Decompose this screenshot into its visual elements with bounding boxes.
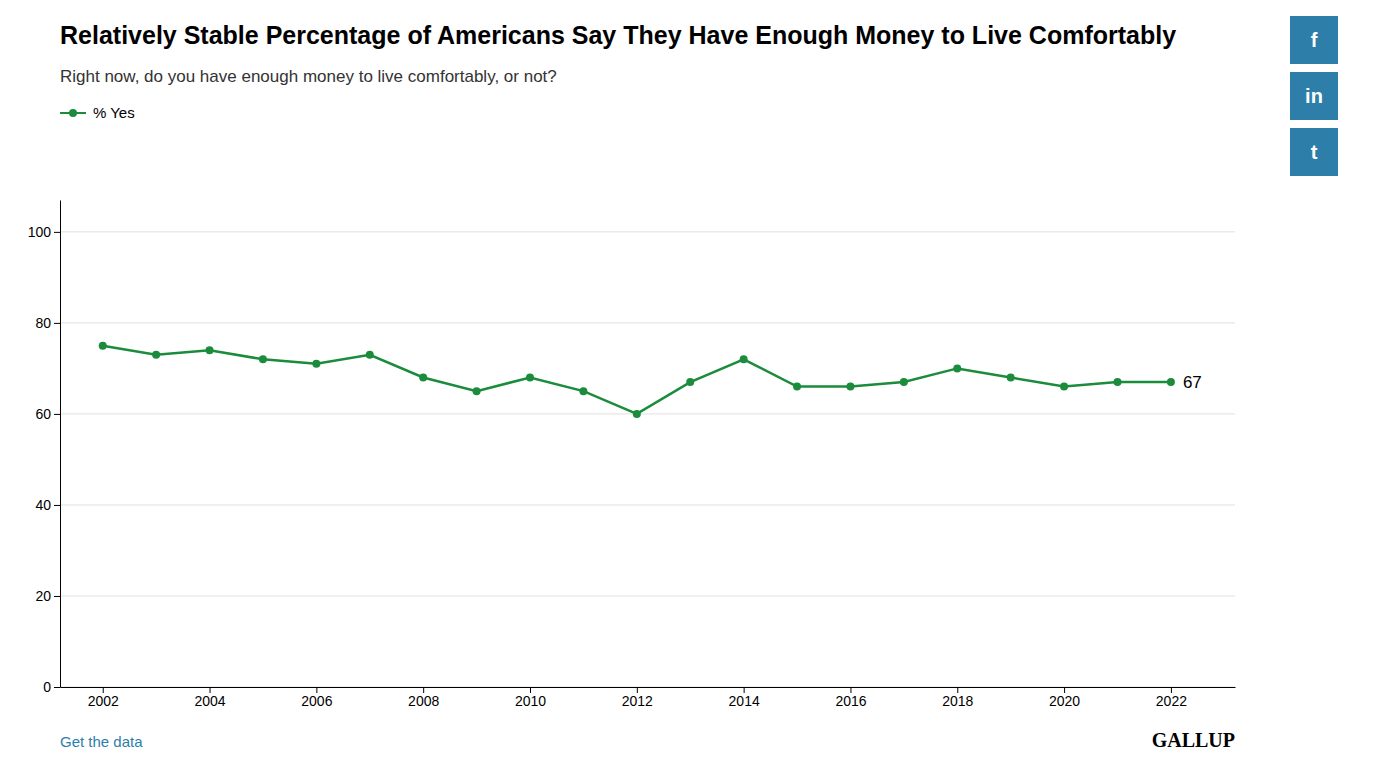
x-tick: 2014 [729, 687, 760, 709]
grid-line [60, 413, 1235, 414]
x-tick: 2012 [622, 687, 653, 709]
grid-line [60, 595, 1235, 596]
grid-line [60, 687, 1235, 688]
point [686, 378, 694, 386]
point [526, 374, 534, 382]
footer-link[interactable]: Get the data [60, 733, 143, 750]
tick-label: 2002 [88, 693, 119, 709]
x-tick: 2004 [194, 687, 225, 709]
point [99, 342, 107, 350]
tick-label: 0 [43, 679, 51, 695]
x-tick: 2016 [835, 687, 866, 709]
tick-mark [54, 414, 60, 415]
social-label: t [1311, 141, 1318, 163]
point [793, 383, 801, 391]
x-tick: 2022 [1156, 687, 1187, 709]
point [740, 355, 748, 363]
point [1007, 374, 1015, 382]
social-icon [1290, 128, 1338, 176]
y-tick: 40 [35, 497, 60, 513]
tick-label: 2012 [622, 693, 653, 709]
y-tick: 60 [35, 406, 60, 422]
social-icons: f in t [1290, 16, 1338, 176]
point [473, 387, 481, 395]
point [900, 378, 908, 386]
y-tick: 80 [35, 315, 60, 331]
point [152, 351, 160, 359]
tick-mark [54, 596, 60, 597]
y-axis: 0 20 40 60 80 100 [28, 201, 61, 695]
title-line: Relatively Stable Percentage of American… [60, 21, 1176, 49]
tick-label: 100 [28, 224, 52, 240]
tick-label: 2006 [301, 693, 332, 709]
x-tick: 2020 [1049, 687, 1080, 709]
point [579, 387, 587, 395]
point [1060, 383, 1068, 391]
tick-mark [54, 505, 60, 506]
tick-label: 2008 [408, 693, 439, 709]
legend-item: % Yes [60, 104, 135, 121]
x-tick: 2018 [942, 687, 973, 709]
point [1114, 378, 1122, 386]
tick-label: 60 [35, 406, 51, 422]
tick-label: 2018 [942, 693, 973, 709]
social-label: in [1305, 85, 1323, 107]
point [633, 410, 641, 418]
point [419, 374, 427, 382]
subtitle: Right now, do you have enough money to l… [60, 67, 557, 86]
tick-mark [54, 323, 60, 324]
annotation: 67 [1183, 373, 1202, 392]
social-icon [1290, 16, 1338, 64]
grid-line [60, 231, 1235, 232]
series-line [103, 346, 1171, 414]
point [1167, 378, 1175, 386]
chart: f in t Relatively Stable Percentage of Amer… [0, 0, 1380, 767]
axis-line [61, 687, 1236, 688]
x-tick: 2008 [408, 687, 439, 709]
grid-line [60, 322, 1235, 323]
point [366, 351, 374, 359]
x-tick: 2002 [88, 687, 119, 709]
tick-label: 2004 [194, 693, 225, 709]
legend: % Yes [60, 104, 135, 121]
point [846, 383, 854, 391]
x-tick: 2010 [515, 687, 546, 709]
tick-label: 2020 [1049, 693, 1080, 709]
point [953, 364, 961, 372]
tick-label: 2010 [515, 693, 546, 709]
point [206, 346, 214, 354]
tick-mark [54, 232, 60, 233]
grid [60, 232, 1235, 687]
point [312, 360, 320, 368]
x-axis: 2002 2004 2006 2008 2010 2012 2014 2016 2018 2020… [61, 687, 1236, 709]
footer-brand: GALLUP [1152, 729, 1235, 751]
tick-label: 40 [35, 497, 51, 513]
tick-label: 2016 [835, 693, 866, 709]
social-label: f [1311, 29, 1318, 51]
tick-label: 2022 [1156, 693, 1187, 709]
y-tick: 0 [43, 679, 60, 695]
legend-label: % Yes [93, 104, 135, 121]
y-tick: 20 [35, 588, 60, 604]
y-tick: 100 [28, 224, 60, 240]
x-tick: 2006 [301, 687, 332, 709]
grid-line [60, 504, 1235, 505]
legend-marker [69, 109, 77, 117]
social-icon [1290, 72, 1338, 120]
tick-label: 80 [35, 315, 51, 331]
tick-label: 20 [35, 588, 51, 604]
tick-label: 2014 [729, 693, 760, 709]
title: Relatively Stable Percentage of American… [60, 21, 1176, 49]
point [259, 355, 267, 363]
axis-line [60, 201, 61, 688]
marks [99, 342, 1175, 418]
tick-mark [54, 687, 60, 688]
